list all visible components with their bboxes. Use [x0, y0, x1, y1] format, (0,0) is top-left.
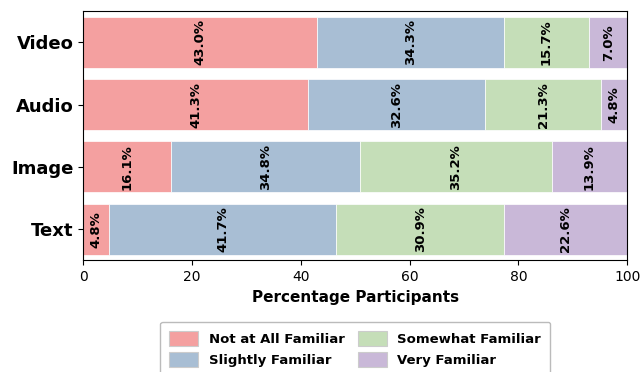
Text: 13.9%: 13.9%	[583, 144, 596, 190]
Bar	[83, 79, 308, 130]
Bar	[589, 17, 627, 68]
Bar	[109, 204, 336, 255]
Text: 43.0%: 43.0%	[194, 19, 207, 65]
Legend: Not at All Familiar, Slightly Familiar, Somewhat Familiar, Very Familiar: Not at All Familiar, Slightly Familiar, …	[160, 322, 550, 372]
Text: 34.8%: 34.8%	[259, 144, 272, 190]
Bar	[171, 141, 360, 192]
Text: 41.7%: 41.7%	[216, 206, 229, 252]
Text: 16.1%: 16.1%	[120, 144, 134, 190]
Text: 41.3%: 41.3%	[189, 82, 202, 128]
Text: 34.3%: 34.3%	[404, 19, 417, 65]
Bar	[336, 204, 504, 255]
Text: 30.9%: 30.9%	[413, 206, 427, 252]
Bar	[83, 17, 317, 68]
Bar	[504, 204, 627, 255]
Text: 32.6%: 32.6%	[390, 82, 403, 128]
Bar	[83, 141, 171, 192]
Bar	[485, 79, 601, 130]
X-axis label: Percentage Participants: Percentage Participants	[252, 290, 459, 305]
Bar	[552, 141, 627, 192]
Text: 4.8%: 4.8%	[90, 211, 103, 248]
Text: 21.3%: 21.3%	[537, 82, 550, 128]
Text: 22.6%: 22.6%	[559, 206, 572, 252]
Bar	[308, 79, 485, 130]
Bar	[83, 204, 109, 255]
Text: 35.2%: 35.2%	[449, 144, 462, 190]
Text: 7.0%: 7.0%	[602, 24, 614, 61]
Bar	[601, 79, 627, 130]
Bar	[504, 17, 589, 68]
Text: 4.8%: 4.8%	[607, 86, 621, 123]
Bar	[360, 141, 552, 192]
Text: 15.7%: 15.7%	[540, 19, 553, 65]
Bar	[317, 17, 504, 68]
